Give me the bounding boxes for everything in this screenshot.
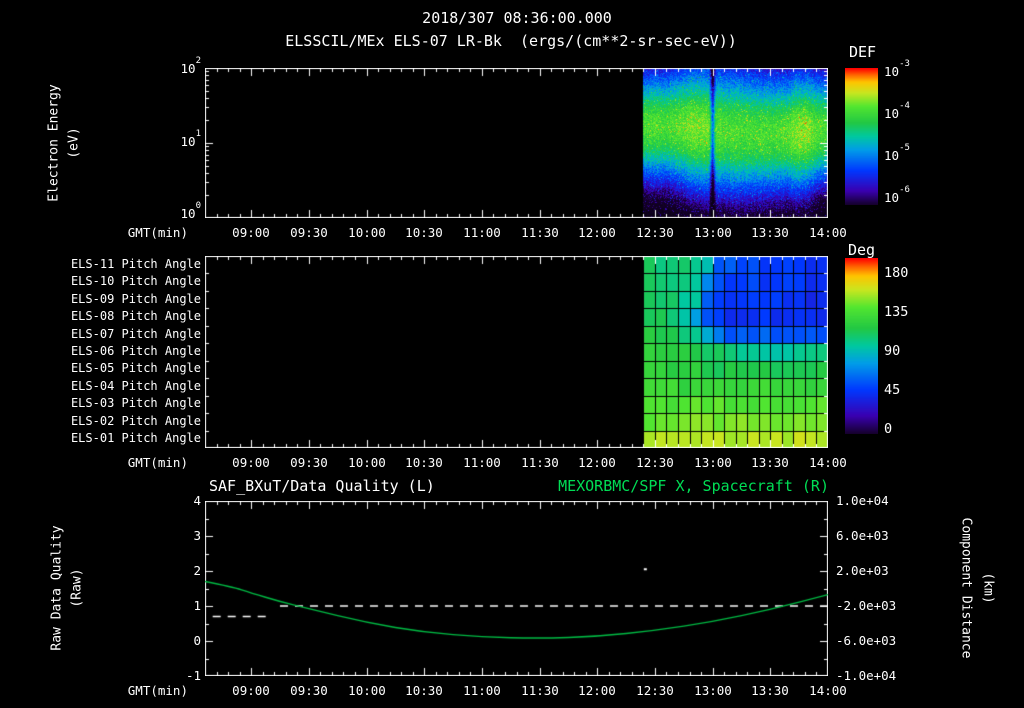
pitch-row-label: ELS-11 Pitch Angle (70, 257, 201, 271)
pitch-row-label: ELS-03 Pitch Angle (70, 396, 201, 410)
x-tick-label: 09:00 (232, 225, 270, 240)
x-tick-label: 13:00 (694, 455, 732, 470)
x-tick-label: 12:30 (636, 225, 674, 240)
x-tick-label: 12:30 (636, 683, 674, 698)
energy-y-tick-label: 100 (180, 201, 201, 221)
quality-y-tick-label: -1 (185, 668, 201, 683)
raw-quality-axis-label-line2: (Raw) (69, 568, 85, 608)
electron-energy-axis-label-line1: Electron Energy (46, 84, 62, 202)
x-tick-label: 09:00 (232, 683, 270, 698)
x-tick-label: 09:30 (290, 225, 328, 240)
pitch-row-label: ELS-06 Pitch Angle (70, 344, 201, 358)
quality-distance-plot-canvas (205, 501, 828, 676)
x-tick-label: 11:00 (463, 455, 501, 470)
quality-y-tick-label: 1 (193, 598, 201, 613)
pitch-row-label: ELS-01 Pitch Angle (70, 431, 201, 445)
distance-y-tick-label: 2.0e+03 (836, 563, 889, 578)
component-distance-axis-label-line2: (km) (980, 572, 996, 604)
gmt-axis-label: GMT(min) (127, 455, 188, 470)
def-colorbar-tick-label: 10-3 (884, 59, 910, 79)
energy-y-tick-label: 101 (180, 129, 201, 149)
def-colorbar-title: DEF (849, 43, 877, 61)
distance-y-tick-label: -2.0e+03 (836, 598, 897, 613)
datetime-title: 2018/307 08:36:00.000 (422, 9, 612, 27)
pitch-angle-heatmap-canvas (205, 256, 828, 448)
pitch-row-label: ELS-08 Pitch Angle (70, 309, 201, 323)
x-tick-label: 10:00 (348, 683, 386, 698)
component-distance-axis-label-line1: Component Distance (958, 517, 974, 659)
pitch-row-label: ELS-10 Pitch Angle (70, 274, 201, 288)
deg-colorbar-title: Deg (848, 241, 876, 259)
deg-colorbar-tick-label: 45 (884, 382, 901, 398)
electron-energy-spectrogram-canvas (205, 68, 828, 218)
x-tick-label: 10:30 (405, 683, 443, 698)
distance-y-tick-label: 6.0e+03 (836, 528, 889, 543)
deg-colorbar-canvas (845, 258, 878, 434)
quality-title-left: SAF_BXuT/Data Quality (L) (209, 477, 435, 495)
x-tick-label: 13:30 (751, 455, 789, 470)
spectrogram-title: ELSSCIL/MEx ELS-07 LR-Bk (ergs/(cm**2-sr… (285, 32, 737, 50)
x-tick-label: 11:00 (463, 683, 501, 698)
pitch-row-label: ELS-02 Pitch Angle (70, 414, 201, 428)
distance-y-tick-label: 1.0e+04 (836, 493, 889, 508)
deg-colorbar-tick-label: 135 (884, 304, 909, 320)
x-tick-label: 13:30 (751, 683, 789, 698)
quality-y-tick-label: 0 (193, 633, 201, 648)
x-tick-label: 13:30 (751, 225, 789, 240)
deg-colorbar-tick-label: 180 (884, 265, 909, 281)
x-tick-label: 14:00 (809, 683, 847, 698)
x-tick-label: 11:30 (521, 455, 559, 470)
x-tick-label: 09:30 (290, 455, 328, 470)
x-tick-label: 09:00 (232, 455, 270, 470)
x-tick-label: 10:00 (348, 455, 386, 470)
pitch-row-label: ELS-05 Pitch Angle (70, 361, 201, 375)
x-tick-label: 09:30 (290, 683, 328, 698)
x-tick-label: 12:00 (578, 455, 616, 470)
def-colorbar-tick-label: 10-6 (884, 185, 910, 205)
deg-colorbar-tick-label: 90 (884, 343, 901, 359)
x-tick-label: 12:00 (578, 225, 616, 240)
quality-y-tick-label: 3 (193, 528, 201, 543)
x-tick-label: 13:00 (694, 225, 732, 240)
x-tick-label: 14:00 (809, 225, 847, 240)
x-tick-label: 14:00 (809, 455, 847, 470)
x-tick-label: 11:30 (521, 683, 559, 698)
pitch-row-label: ELS-09 Pitch Angle (70, 292, 201, 306)
x-tick-label: 12:00 (578, 683, 616, 698)
def-colorbar-tick-label: 10-4 (884, 101, 910, 121)
distance-y-tick-label: -1.0e+04 (836, 668, 897, 683)
x-tick-label: 13:00 (694, 683, 732, 698)
raw-quality-axis-label-line1: Raw Data Quality (49, 525, 65, 651)
x-tick-label: 10:30 (405, 225, 443, 240)
def-colorbar-canvas (845, 68, 878, 205)
electron-energy-axis-label-line2: (eV) (66, 127, 82, 159)
quality-title-right: MEXORBMC/SPF X, Spacecraft (R) (558, 477, 829, 495)
x-tick-label: 12:30 (636, 455, 674, 470)
distance-y-tick-label: -6.0e+03 (836, 633, 897, 648)
x-tick-label: 11:30 (521, 225, 559, 240)
x-tick-label: 10:00 (348, 225, 386, 240)
x-tick-label: 10:30 (405, 455, 443, 470)
deg-colorbar-tick-label: 0 (884, 421, 893, 437)
def-colorbar-tick-label: 10-5 (884, 143, 910, 163)
quality-y-tick-label: 2 (193, 563, 201, 578)
pitch-row-label: ELS-07 Pitch Angle (70, 327, 201, 341)
pitch-row-label: ELS-04 Pitch Angle (70, 379, 201, 393)
quality-y-tick-label: 4 (193, 493, 201, 508)
energy-y-tick-label: 102 (180, 56, 201, 76)
gmt-axis-label: GMT(min) (127, 683, 188, 698)
gmt-axis-label: GMT(min) (127, 225, 188, 240)
x-tick-label: 11:00 (463, 225, 501, 240)
